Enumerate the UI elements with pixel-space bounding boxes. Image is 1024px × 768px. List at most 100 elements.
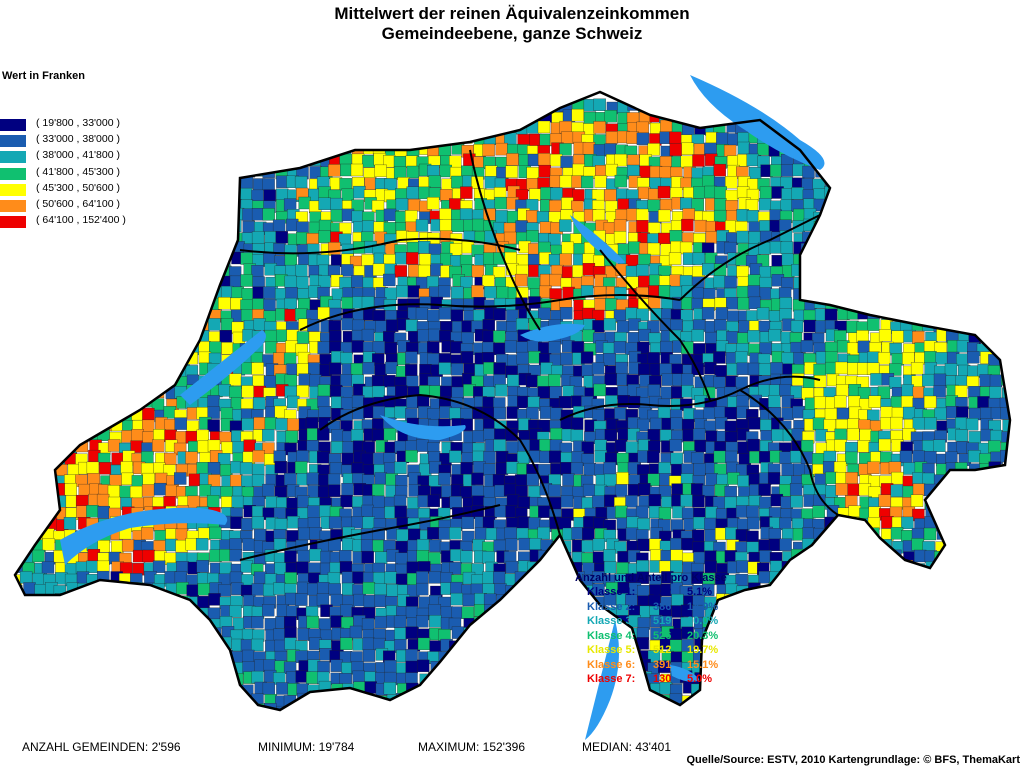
municipality-cell	[988, 177, 1002, 190]
municipality-cell	[273, 352, 286, 365]
municipality-cell	[197, 583, 211, 596]
municipality-cell	[583, 462, 596, 476]
municipality-cell	[352, 670, 365, 684]
municipality-cell	[152, 175, 165, 188]
municipality-cell	[188, 473, 202, 487]
municipality-cell	[548, 661, 561, 674]
municipality-cell	[75, 210, 88, 223]
municipality-cell	[911, 538, 924, 551]
municipality-cell	[15, 285, 24, 298]
municipality-cell	[45, 397, 58, 410]
municipality-cell	[747, 330, 760, 343]
municipality-cell	[45, 495, 58, 509]
municipality-cell	[351, 275, 364, 288]
legend-label-7: ( 64'100 , 152'400 )	[36, 214, 126, 227]
municipality-cell	[958, 582, 971, 595]
municipality-cell	[208, 318, 221, 331]
municipality-cell	[549, 594, 562, 607]
municipality-cell	[561, 614, 575, 628]
municipality-cell	[240, 639, 254, 652]
municipality-cell	[969, 651, 982, 665]
municipality-cell	[76, 230, 89, 244]
municipality-cell	[34, 308, 48, 321]
municipality-cell	[1002, 176, 1010, 189]
municipality-cell	[197, 266, 210, 279]
municipality-cell	[638, 483, 651, 496]
municipality-cell	[42, 167, 55, 181]
municipality-cell	[958, 648, 971, 661]
municipality-cell	[15, 639, 25, 652]
municipality-cell	[934, 616, 947, 629]
municipality-cell	[0, 168, 10, 180]
municipality-cell	[395, 552, 408, 565]
municipality-cell	[100, 176, 113, 189]
municipality-cell	[1002, 321, 1010, 334]
municipality-cell	[298, 130, 311, 144]
municipality-cell	[1, 463, 13, 475]
municipality-cell	[474, 649, 487, 662]
municipality-cell	[54, 661, 68, 674]
municipality-cell	[64, 254, 77, 267]
municipality-cell	[307, 485, 320, 498]
municipality-cell	[77, 188, 90, 202]
municipality-cell	[121, 285, 134, 298]
municipality-cell	[560, 495, 574, 508]
municipality-cell	[78, 593, 91, 606]
municipality-cell	[779, 297, 793, 310]
municipality-cell	[978, 130, 992, 144]
municipality-cell	[230, 516, 243, 529]
municipality-cell	[110, 197, 123, 210]
municipality-cell	[647, 450, 660, 464]
municipality-cell	[791, 373, 805, 386]
municipality-cell	[153, 308, 166, 321]
municipality-cell	[320, 98, 334, 112]
municipality-cell	[1001, 628, 1010, 641]
municipality-cell	[163, 156, 176, 169]
municipality-cell	[517, 496, 531, 509]
municipality-cell	[879, 109, 892, 122]
municipality-cell	[936, 254, 949, 267]
municipality-cell	[657, 406, 671, 420]
municipality-cell	[824, 538, 837, 551]
municipality-cell	[636, 220, 649, 233]
municipality-cell	[801, 255, 815, 268]
municipality-cell	[308, 122, 321, 136]
municipality-cell	[130, 143, 143, 157]
municipality-cell	[977, 485, 991, 499]
municipality-cell	[661, 373, 675, 386]
municipality-cell	[834, 209, 847, 223]
municipality-cell	[957, 100, 970, 113]
municipality-cell	[593, 517, 606, 530]
municipality-cell	[537, 120, 551, 134]
municipality-cell	[582, 142, 596, 155]
municipality-cell	[164, 175, 177, 188]
municipality-cell	[318, 230, 331, 243]
municipality-cell	[560, 625, 573, 639]
municipality-cell	[603, 461, 616, 475]
municipality-cell	[967, 177, 981, 190]
municipality-cell	[813, 101, 826, 115]
municipality-cell	[264, 231, 277, 244]
municipality-cell	[990, 518, 1004, 531]
legend-row-6: ( 50'600 , 64'100 )	[0, 198, 150, 214]
municipality-cell	[22, 407, 35, 420]
municipality-cell	[384, 571, 397, 584]
municipality-cell	[110, 594, 124, 607]
municipality-cell	[31, 661, 45, 674]
municipality-cell	[56, 351, 69, 364]
municipality-cell	[1014, 572, 1024, 584]
municipality-cell	[968, 505, 982, 518]
municipality-cell	[34, 430, 47, 444]
municipality-cell	[682, 208, 695, 221]
municipality-cell	[482, 274, 495, 288]
municipality-cell	[405, 111, 418, 124]
municipality-cell	[20, 529, 34, 543]
municipality-cell	[559, 143, 572, 156]
municipality-cell	[67, 672, 81, 686]
municipality-cell	[428, 604, 441, 617]
municipality-cell	[495, 142, 508, 156]
municipality-cell	[1000, 296, 1010, 309]
municipality-cell	[118, 242, 132, 255]
municipality-cell	[735, 351, 748, 364]
municipality-cell	[15, 396, 22, 409]
